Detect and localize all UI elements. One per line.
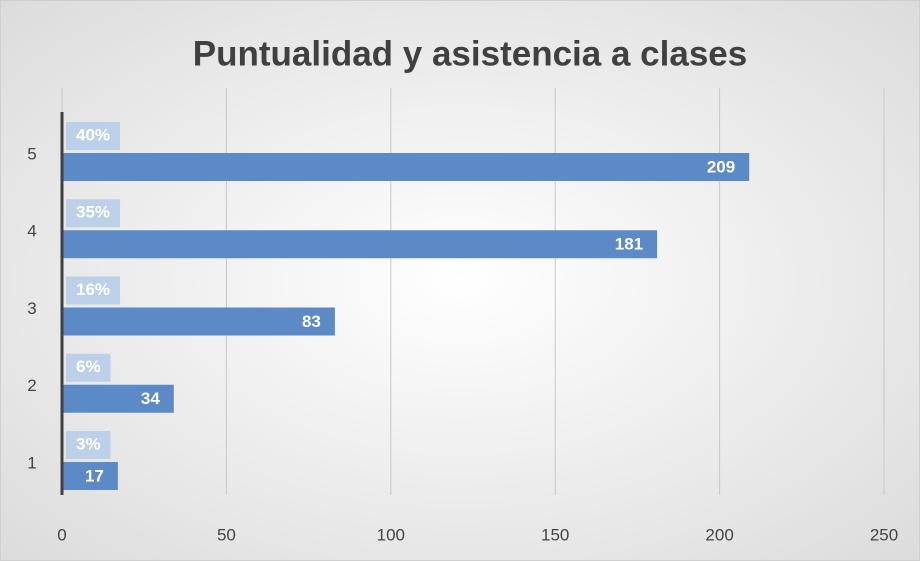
value-label: 181: [615, 235, 643, 254]
bar: [62, 307, 335, 336]
x-tick-label: 200: [705, 525, 733, 544]
y-tick-label: 3: [27, 299, 36, 318]
percent-label-box: [66, 276, 121, 305]
percent-label-box: [66, 199, 121, 228]
percent-label: 3%: [76, 434, 101, 453]
x-tick-label: 0: [57, 525, 66, 544]
y-tick-label: 5: [27, 144, 36, 163]
y-tick-label: 4: [27, 222, 36, 241]
bar: [62, 462, 118, 490]
percent-label: 16%: [76, 280, 110, 299]
value-label: 17: [85, 466, 104, 485]
percent-label-box: [66, 122, 121, 150]
x-tick-label: 150: [541, 525, 569, 544]
x-tick-label: 250: [870, 525, 898, 544]
percent-label: 6%: [76, 357, 101, 376]
value-label: 34: [141, 389, 160, 408]
x-tick-label: 100: [377, 525, 405, 544]
x-tick-label: 50: [217, 525, 236, 544]
y-tick-label: 2: [27, 376, 36, 395]
bar: [62, 153, 750, 181]
bar: [62, 384, 174, 413]
percent-label: 40%: [76, 125, 110, 144]
percent-label-box: [66, 431, 111, 459]
value-label: 83: [302, 312, 321, 331]
percent-label: 35%: [76, 203, 110, 222]
percent-label-box: [66, 353, 111, 382]
value-label: 209: [707, 157, 735, 176]
bar: [62, 230, 658, 259]
y-tick-label: 1: [27, 453, 36, 472]
chart-title: Puntualidad y asistencia a clases: [193, 34, 747, 73]
